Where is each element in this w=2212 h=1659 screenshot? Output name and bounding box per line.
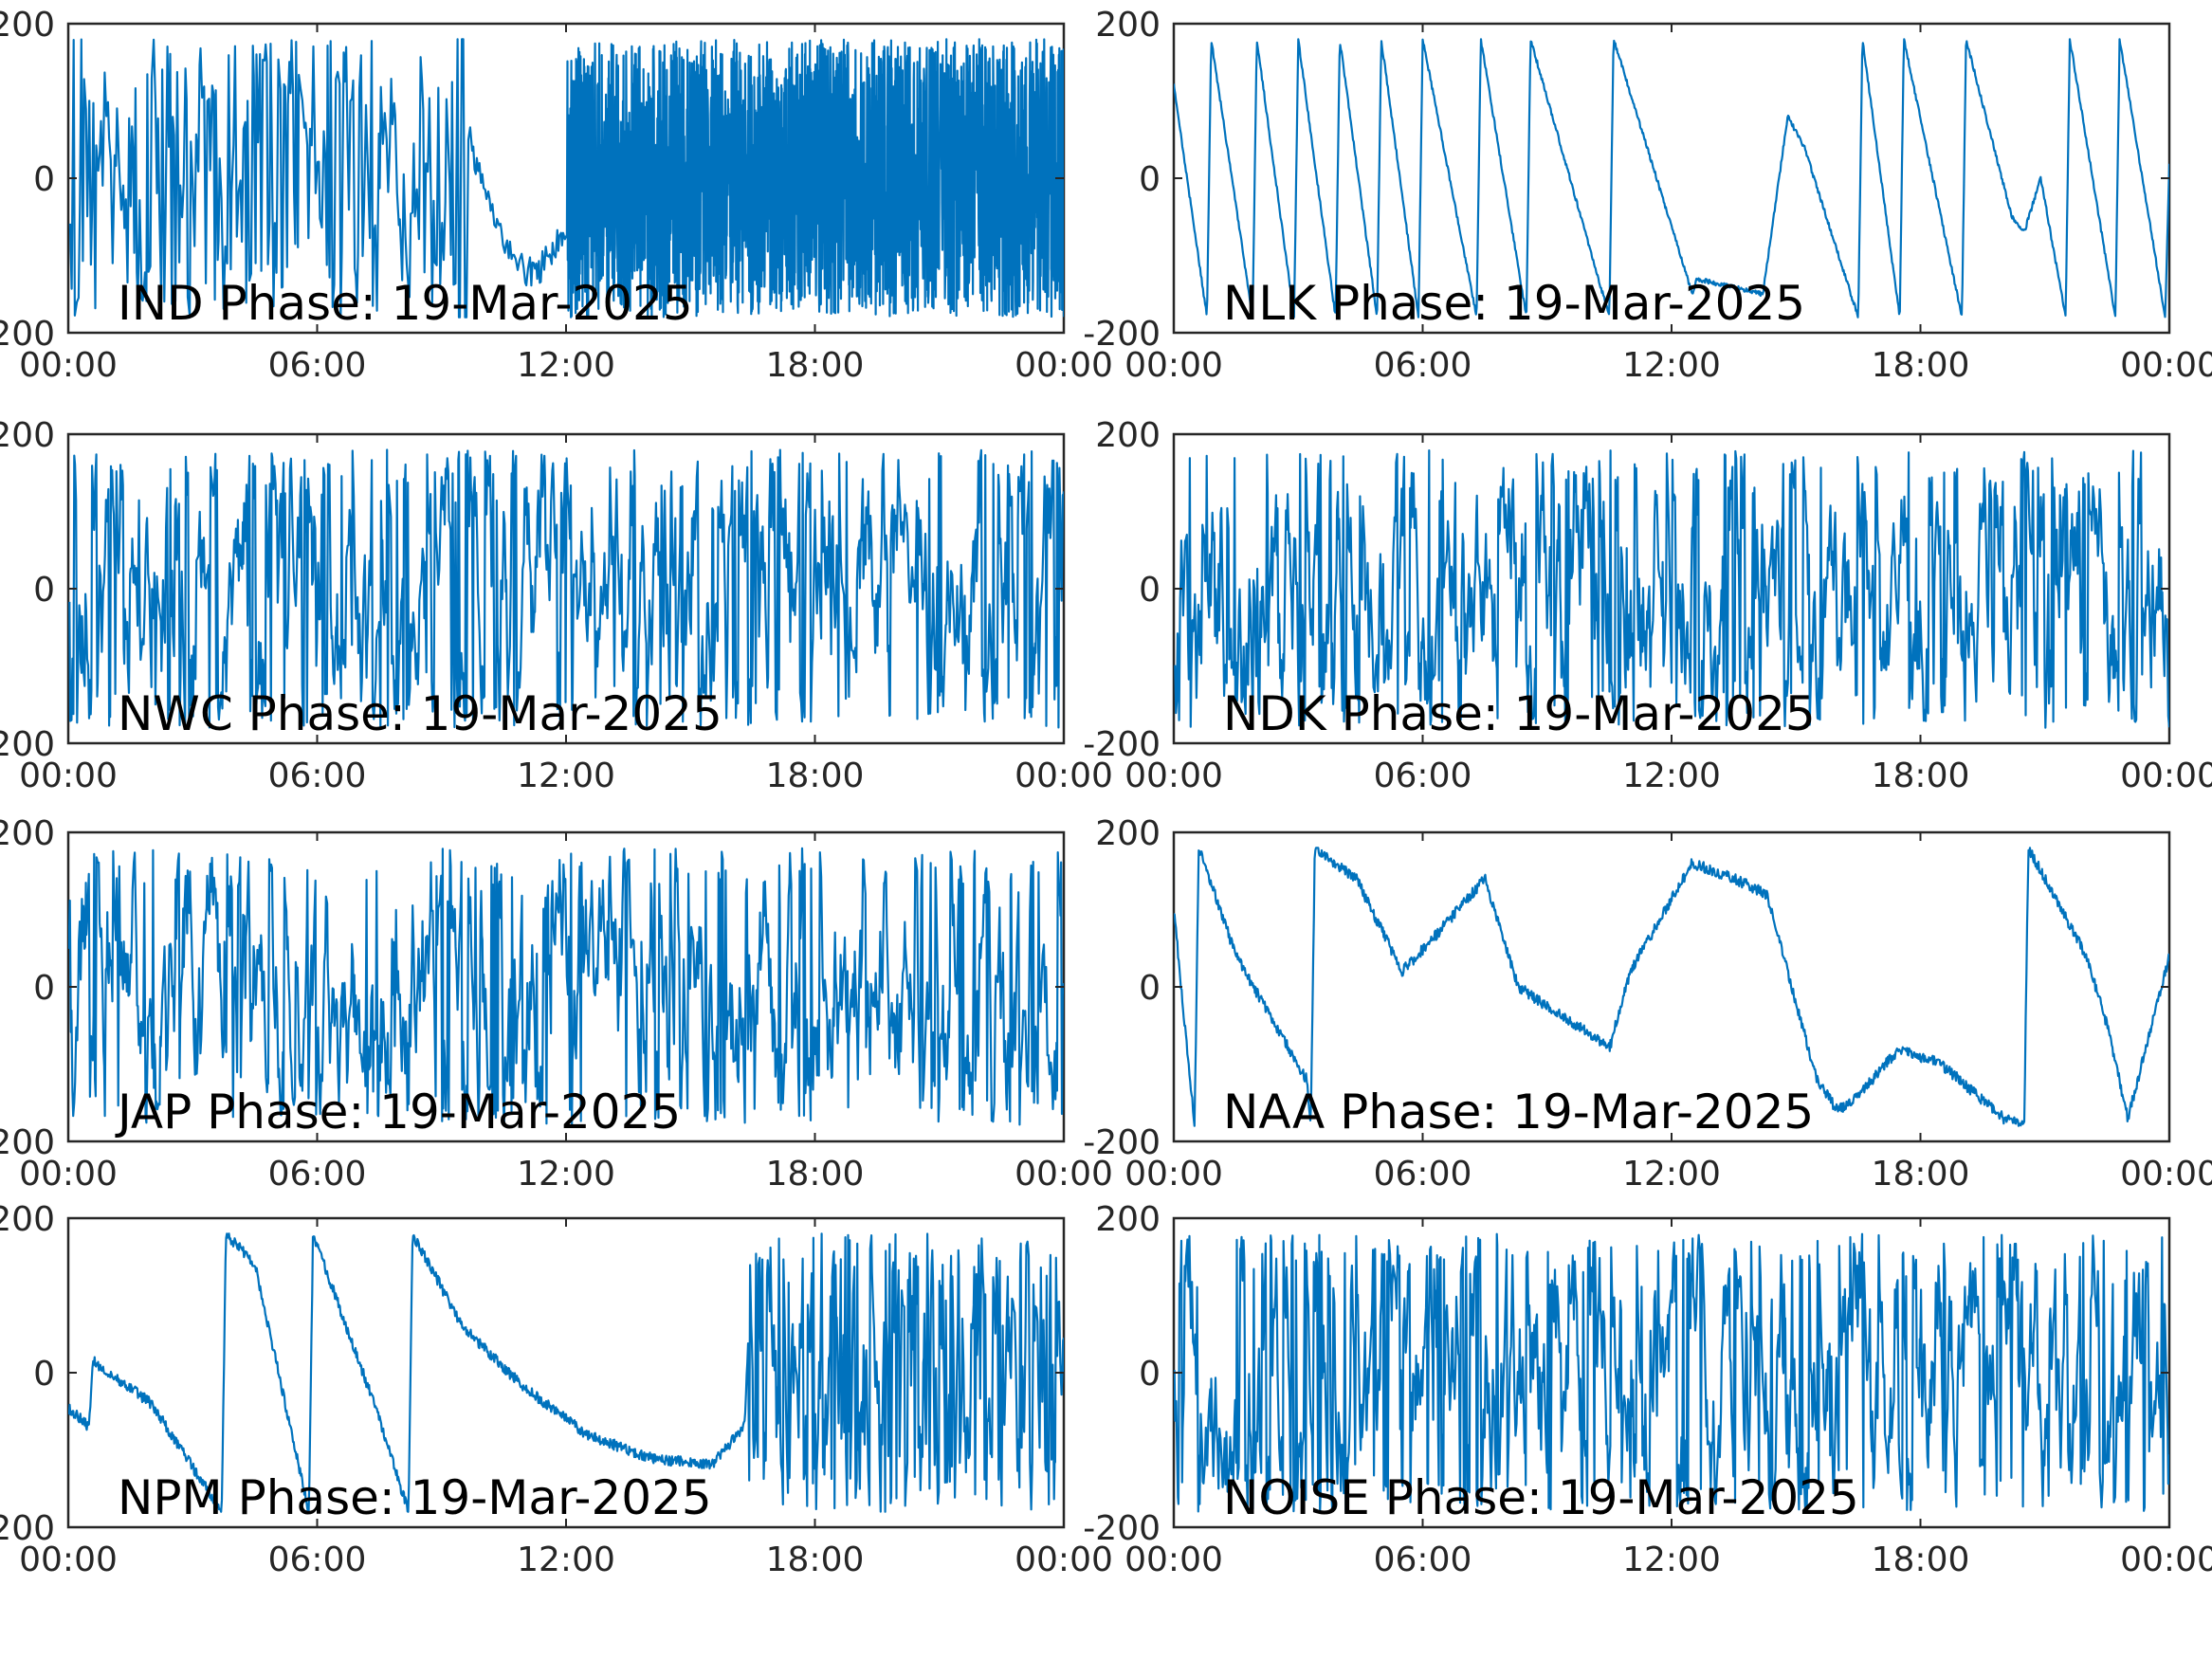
phase-series-line bbox=[68, 38, 1064, 319]
phase-series-line bbox=[1174, 449, 2169, 729]
y-tick-label: -200 bbox=[0, 1123, 55, 1162]
x-tick-label: 18:00 bbox=[1872, 757, 1970, 795]
y-tick-label: 200 bbox=[0, 6, 55, 45]
phase-series-line bbox=[1174, 847, 2169, 1127]
panel-title: IND Phase: 19-Mar-2025 bbox=[118, 276, 693, 331]
y-tick-label: -200 bbox=[1083, 725, 1161, 764]
y-tick-label: 0 bbox=[33, 969, 55, 1008]
x-tick-label: 12:00 bbox=[517, 757, 615, 795]
x-tick-label: 00:00 bbox=[19, 1540, 118, 1579]
x-tick-label: 06:00 bbox=[268, 757, 367, 795]
y-tick-label: 200 bbox=[1095, 6, 1161, 45]
y-tick-label: 200 bbox=[1095, 1200, 1161, 1239]
y-tick-label: -200 bbox=[1083, 315, 1161, 354]
y-tick-label: 0 bbox=[33, 571, 55, 610]
y-tick-label: -200 bbox=[0, 315, 55, 354]
y-tick-label: 0 bbox=[33, 160, 55, 199]
x-tick-label: 12:00 bbox=[1622, 346, 1721, 385]
x-tick-label: 00:00 bbox=[2120, 1155, 2212, 1194]
y-tick-label: 200 bbox=[0, 416, 55, 455]
x-tick-label: 18:00 bbox=[766, 1540, 865, 1579]
x-tick-label: 12:00 bbox=[517, 346, 615, 385]
x-tick-label: 18:00 bbox=[1872, 1540, 1970, 1579]
y-tick-label: -200 bbox=[0, 1509, 55, 1548]
x-tick-label: 00:00 bbox=[19, 346, 118, 385]
x-tick-label: 12:00 bbox=[517, 1155, 615, 1194]
y-tick-label: 0 bbox=[1139, 1355, 1161, 1394]
x-tick-label: 00:00 bbox=[2120, 757, 2212, 795]
x-tick-label: 06:00 bbox=[268, 346, 367, 385]
x-tick-label: 00:00 bbox=[1124, 1155, 1223, 1194]
y-tick-label: 0 bbox=[1139, 571, 1161, 610]
x-tick-label: 12:00 bbox=[1622, 1155, 1721, 1194]
x-tick-label: 06:00 bbox=[268, 1155, 367, 1194]
x-tick-label: 18:00 bbox=[766, 346, 865, 385]
x-tick-label: 06:00 bbox=[1374, 1155, 1472, 1194]
x-tick-label: 06:00 bbox=[268, 1540, 367, 1579]
x-tick-label: 12:00 bbox=[1622, 757, 1721, 795]
panel-title: JAP Phase: 19-Mar-2025 bbox=[115, 1085, 681, 1139]
x-tick-label: 00:00 bbox=[1015, 757, 1113, 795]
x-tick-label: 00:00 bbox=[19, 757, 118, 795]
phase-series-line bbox=[1174, 1232, 2169, 1513]
x-tick-label: 00:00 bbox=[2120, 346, 2212, 385]
y-tick-label: 200 bbox=[0, 814, 55, 853]
panel-title: NPM Phase: 19-Mar-2025 bbox=[118, 1470, 712, 1525]
x-tick-label: 06:00 bbox=[1374, 346, 1472, 385]
x-tick-label: 00:00 bbox=[1015, 1540, 1113, 1579]
x-tick-label: 00:00 bbox=[1124, 757, 1223, 795]
y-tick-label: -200 bbox=[0, 725, 55, 764]
panel-title: NOISE Phase: 19-Mar-2025 bbox=[1223, 1470, 1859, 1525]
x-tick-label: 06:00 bbox=[1374, 757, 1472, 795]
y-tick-label: 200 bbox=[1095, 416, 1161, 455]
phase-series-line bbox=[1174, 38, 2169, 319]
y-tick-label: 200 bbox=[1095, 814, 1161, 853]
x-tick-label: 06:00 bbox=[1374, 1540, 1472, 1579]
x-tick-label: 00:00 bbox=[1124, 1540, 1223, 1579]
x-tick-label: 12:00 bbox=[517, 1540, 615, 1579]
phase-series-line bbox=[68, 847, 1064, 1127]
panel-title: NWC Phase: 19-Mar-2025 bbox=[118, 686, 722, 741]
y-tick-label: -200 bbox=[1083, 1509, 1161, 1548]
y-tick-label: 0 bbox=[1139, 969, 1161, 1008]
x-tick-label: 18:00 bbox=[1872, 1155, 1970, 1194]
x-tick-label: 12:00 bbox=[1622, 1540, 1721, 1579]
phase-series-line bbox=[68, 448, 1064, 729]
x-tick-label: 00:00 bbox=[1124, 346, 1223, 385]
y-tick-label: 200 bbox=[0, 1200, 55, 1239]
panel-title: NLK Phase: 19-Mar-2025 bbox=[1223, 276, 1805, 331]
x-tick-label: 00:00 bbox=[19, 1155, 118, 1194]
x-tick-label: 18:00 bbox=[1872, 346, 1970, 385]
phase-series-line bbox=[68, 1232, 1064, 1513]
x-tick-label: 00:00 bbox=[1015, 346, 1113, 385]
x-tick-label: 18:00 bbox=[766, 1155, 865, 1194]
panel-title: NAA Phase: 19-Mar-2025 bbox=[1223, 1085, 1814, 1139]
x-tick-label: 00:00 bbox=[1015, 1155, 1113, 1194]
y-tick-label: 0 bbox=[1139, 160, 1161, 199]
y-tick-label: -200 bbox=[1083, 1123, 1161, 1162]
panel-title: NDK Phase: 19-Mar-2025 bbox=[1223, 686, 1816, 741]
y-tick-label: 0 bbox=[33, 1355, 55, 1394]
x-tick-label: 00:00 bbox=[2120, 1540, 2212, 1579]
x-tick-label: 18:00 bbox=[766, 757, 865, 795]
